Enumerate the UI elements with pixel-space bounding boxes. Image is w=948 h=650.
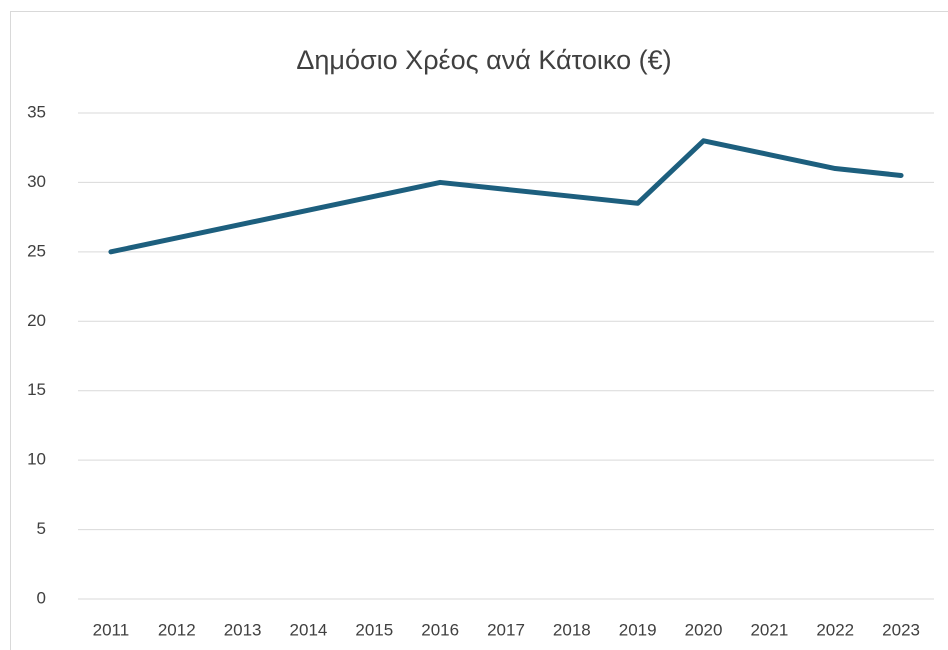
x-tick-label: 2012 xyxy=(158,620,196,639)
x-tick-label: 2014 xyxy=(290,620,328,639)
chart-frame xyxy=(10,11,948,650)
y-tick-label: 5 xyxy=(37,519,46,538)
x-tick-label: 2016 xyxy=(421,620,459,639)
y-tick-label: 30 xyxy=(27,172,46,191)
y-tick-label: 25 xyxy=(27,241,46,260)
x-tick-label: 2019 xyxy=(619,620,657,639)
x-tick-label: 2011 xyxy=(93,620,130,639)
x-tick-label: 2022 xyxy=(816,620,854,639)
x-tick-label: 2013 xyxy=(224,620,262,639)
line-series xyxy=(108,138,904,255)
x-tick-label: 2018 xyxy=(553,620,591,639)
y-tick-label: 20 xyxy=(27,311,46,330)
x-tick-label: 2021 xyxy=(750,620,788,639)
y-tick-label: 15 xyxy=(27,380,46,399)
y-tick-label: 35 xyxy=(27,102,46,121)
x-tick-label: 2020 xyxy=(685,620,723,639)
chart-title: Δημόσιο Χρέος ανά Κάτοικο (€) xyxy=(296,45,671,75)
y-tick-label: 0 xyxy=(37,588,46,607)
x-tick-label: 2017 xyxy=(487,620,525,639)
y-tick-label: 10 xyxy=(27,450,46,469)
x-tick-label: 2015 xyxy=(355,620,393,639)
x-tick-label: 2023 xyxy=(882,620,920,639)
